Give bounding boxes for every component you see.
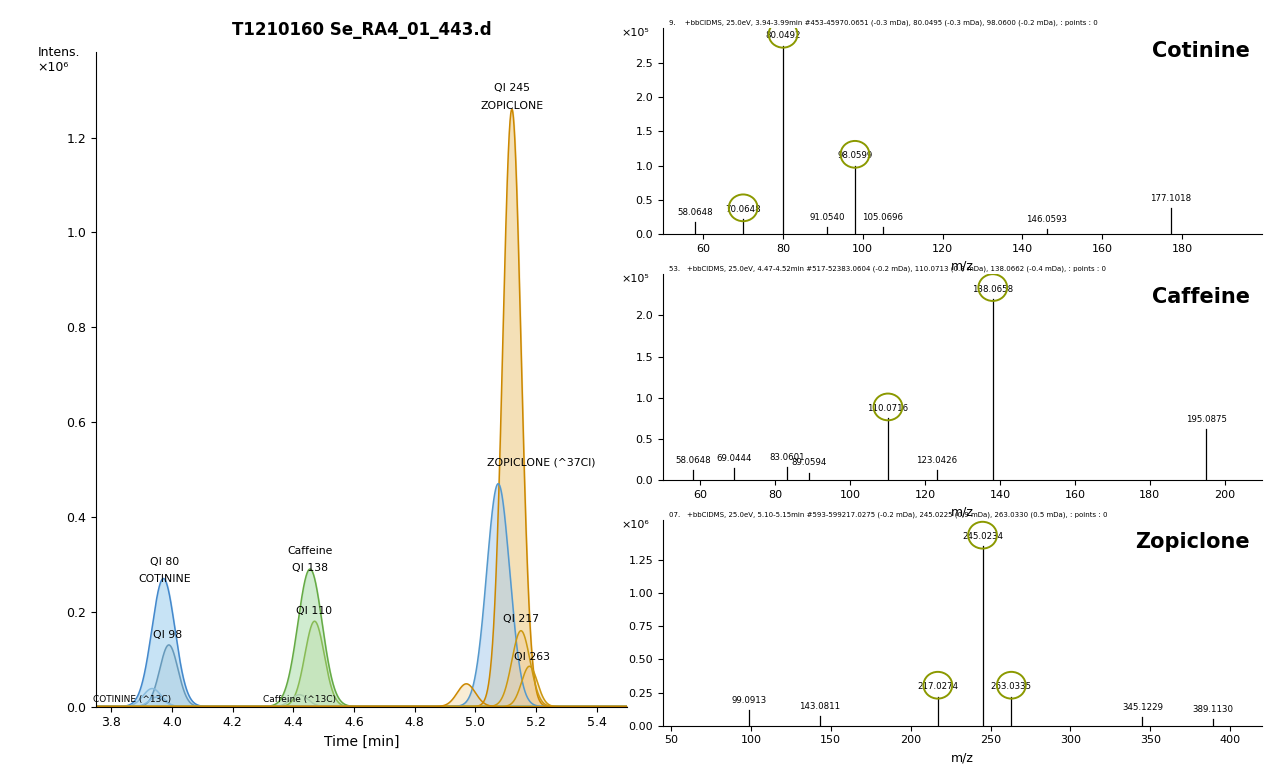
Text: 99.0913: 99.0913: [732, 696, 767, 705]
Text: Zopiclone: Zopiclone: [1135, 532, 1251, 552]
Text: 58.0648: 58.0648: [676, 456, 712, 465]
X-axis label: Time [min]: Time [min]: [324, 735, 399, 749]
Text: ×10⁶: ×10⁶: [621, 520, 649, 530]
Text: Cotinine: Cotinine: [1152, 41, 1251, 61]
Text: Intens.
×10⁶: Intens. ×10⁶: [37, 45, 81, 74]
Text: b): b): [634, 17, 655, 35]
Text: QI 217: QI 217: [503, 614, 539, 624]
Text: 110.0716: 110.0716: [868, 404, 909, 413]
Text: 70.0648: 70.0648: [726, 205, 762, 214]
Text: 263.0335: 263.0335: [991, 683, 1032, 691]
Text: QI 263: QI 263: [513, 651, 549, 661]
Text: 98.0599: 98.0599: [837, 151, 873, 161]
Text: COTININE (^13C): COTININE (^13C): [93, 695, 172, 704]
Text: QI 80: QI 80: [150, 557, 179, 567]
Text: 195.0875: 195.0875: [1185, 415, 1226, 424]
Text: QI 245: QI 245: [494, 82, 530, 92]
Text: COTININE: COTININE: [138, 574, 191, 584]
Text: Caffeine: Caffeine: [287, 546, 333, 556]
Text: Caffeine: Caffeine: [1152, 286, 1251, 306]
Text: 80.0492: 80.0492: [765, 31, 801, 41]
Text: ZOPICLONE (^37Cl): ZOPICLONE (^37Cl): [486, 457, 595, 467]
Text: 07.   +bbCIDMS, 25.0eV, 5.10-5.15min #593-599217.0275 (-0.2 mDa), 245.0225 (0.9 : 07. +bbCIDMS, 25.0eV, 5.10-5.15min #593-…: [669, 511, 1107, 518]
X-axis label: m/z: m/z: [951, 505, 974, 518]
Text: QI 138: QI 138: [292, 564, 328, 574]
Text: 143.0811: 143.0811: [799, 702, 840, 711]
Text: QI 110: QI 110: [296, 605, 332, 615]
Text: 146.0593: 146.0593: [1027, 215, 1068, 224]
Text: 89.0594: 89.0594: [791, 458, 827, 468]
Text: 53.   +bbCIDMS, 25.0eV, 4.47-4.52min #517-52383.0604 (-0.2 mDa), 110.0713 (0.3 m: 53. +bbCIDMS, 25.0eV, 4.47-4.52min #517-…: [669, 266, 1106, 272]
Text: 123.0426: 123.0426: [916, 456, 957, 465]
Text: ×10⁵: ×10⁵: [621, 274, 649, 284]
Text: QI 98: QI 98: [152, 631, 182, 641]
Text: Caffeine (^13C): Caffeine (^13C): [262, 695, 335, 704]
X-axis label: m/z: m/z: [951, 751, 974, 764]
Text: 91.0540: 91.0540: [809, 214, 845, 222]
X-axis label: m/z: m/z: [951, 260, 974, 273]
Text: 69.0444: 69.0444: [717, 455, 753, 463]
Text: ×10⁵: ×10⁵: [621, 28, 649, 38]
Text: 217.0274: 217.0274: [918, 683, 959, 691]
Text: 245.0234: 245.0234: [963, 532, 1004, 541]
Text: 177.1018: 177.1018: [1149, 194, 1192, 203]
Text: 345.1229: 345.1229: [1123, 703, 1164, 712]
Text: 138.0658: 138.0658: [973, 285, 1014, 293]
Text: 9.    +bbCIDMS, 25.0eV, 3.94-3.99min #453-45970.0651 (-0.3 mDa), 80.0495 (-0.3 m: 9. +bbCIDMS, 25.0eV, 3.94-3.99min #453-4…: [669, 20, 1098, 26]
Text: 58.0648: 58.0648: [677, 208, 713, 217]
Text: 389.1130: 389.1130: [1192, 705, 1233, 714]
Text: 83.0601: 83.0601: [769, 452, 805, 462]
Text: ZOPICLONE: ZOPICLONE: [480, 101, 544, 111]
Text: T1210160 Se_RA4_01_443.d: T1210160 Se_RA4_01_443.d: [232, 22, 492, 39]
Text: 105.0696: 105.0696: [863, 214, 904, 222]
Text: a): a): [15, 17, 36, 35]
